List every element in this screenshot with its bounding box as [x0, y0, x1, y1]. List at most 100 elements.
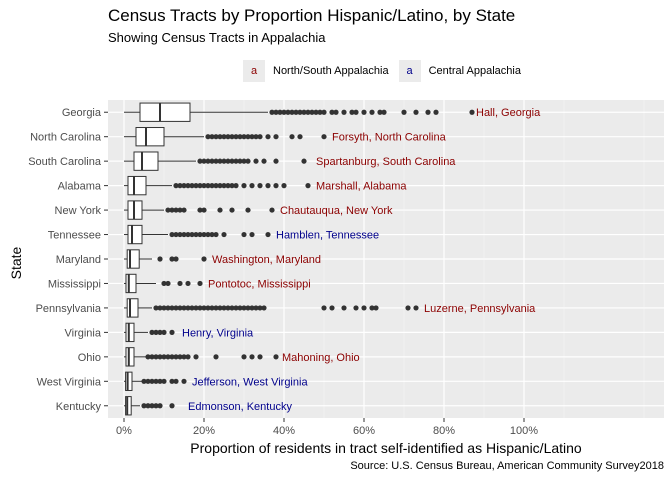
outlier-point	[213, 158, 219, 164]
legend-key-north-south: a	[243, 60, 265, 82]
outlier-point	[165, 280, 171, 287]
box	[125, 322, 135, 343]
outlier-point	[237, 305, 243, 311]
outlier-point	[289, 134, 295, 140]
outlier-point	[169, 231, 175, 238]
outlier-point	[173, 256, 179, 262]
box	[127, 224, 143, 245]
outlier-point	[161, 280, 167, 287]
county-annotation: Hall, Georgia	[476, 107, 541, 119]
outlier-point	[369, 305, 375, 311]
outlier-point	[197, 231, 203, 238]
outlier-point	[165, 354, 171, 360]
outlier-point	[413, 109, 419, 115]
outlier-point	[209, 231, 215, 238]
outlier-point	[229, 183, 235, 189]
outlier-point	[193, 183, 199, 189]
legend-label-north-south: North/South Appalachia	[273, 65, 389, 77]
outlier-point	[161, 305, 167, 311]
county-annotation: Hamblen, Tennessee	[276, 230, 379, 242]
outlier-point	[297, 134, 303, 140]
outlier-point	[153, 354, 159, 360]
outlier-point	[221, 231, 227, 238]
outlier-point	[141, 378, 147, 384]
outlier-point	[197, 305, 203, 311]
outlier-point	[233, 158, 239, 164]
county-annotation: Forsyth, North Carolina	[332, 132, 447, 144]
outlier-point	[285, 109, 291, 115]
outlier-point	[157, 378, 163, 384]
outlier-point	[241, 158, 247, 164]
county-annotation: Luzerne, Pennsylvania	[424, 303, 536, 315]
outlier-point	[241, 231, 247, 238]
outlier-point	[169, 354, 175, 360]
outlier-point	[205, 183, 211, 189]
outlier-point	[281, 109, 287, 115]
outlier-point	[217, 158, 223, 164]
outlier-point	[237, 158, 243, 164]
box	[125, 347, 135, 367]
outlier-point	[201, 183, 207, 189]
outlier-point	[341, 305, 347, 311]
outlier-point	[197, 183, 203, 189]
outlier-point	[221, 134, 227, 140]
outlier-point	[253, 305, 259, 311]
outlier-point	[201, 256, 207, 262]
outlier-point	[205, 231, 211, 238]
outlier-point	[177, 207, 183, 213]
outlier-point	[185, 183, 191, 189]
outlier-point	[353, 305, 359, 311]
outlier-point	[153, 403, 159, 409]
outlier-point	[249, 305, 255, 311]
outlier-point	[181, 305, 187, 311]
outlier-point	[281, 183, 287, 189]
outlier-point	[169, 305, 175, 311]
outlier-point	[165, 207, 171, 213]
outlier-point	[205, 134, 211, 140]
outlier-point	[173, 378, 179, 384]
outlier-point	[205, 305, 211, 311]
outlier-point	[217, 183, 223, 189]
outlier-point	[329, 109, 335, 115]
legend-item-north-south: a North/South Appalachia	[243, 60, 389, 82]
outlier-point	[201, 305, 207, 311]
county-annotation: Spartanburg, South Carolina	[316, 156, 456, 168]
outlier-point	[177, 280, 183, 287]
outlier-point	[213, 134, 219, 140]
outlier-point	[273, 158, 279, 164]
outlier-point	[241, 354, 247, 360]
outlier-point	[181, 378, 187, 384]
outlier-point	[309, 109, 315, 115]
outlier-point	[225, 134, 231, 140]
x-tick-label: 100%	[510, 425, 538, 437]
outlier-point	[269, 207, 275, 213]
outlier-point	[233, 183, 239, 189]
outlier-point	[197, 280, 203, 287]
outlier-point	[177, 354, 183, 360]
outlier-point	[273, 134, 279, 140]
outlier-point	[377, 109, 383, 115]
outlier-point	[233, 134, 239, 140]
county-annotation: Chautauqua, New York	[280, 205, 393, 217]
outlier-point	[181, 183, 187, 189]
y-tick-label: Kentucky	[56, 401, 102, 413]
outlier-point	[193, 354, 199, 360]
outlier-point	[157, 305, 163, 311]
outlier-point	[149, 403, 155, 409]
outlier-point	[213, 354, 219, 360]
outlier-point	[321, 134, 327, 140]
outlier-point	[185, 280, 191, 287]
legend-key-central: a	[398, 60, 421, 82]
outlier-point	[241, 305, 247, 311]
outlier-point	[189, 305, 195, 311]
outlier-point	[157, 256, 163, 262]
box	[125, 371, 133, 391]
outlier-point	[193, 305, 199, 311]
outlier-point	[305, 183, 311, 189]
outlier-point	[261, 158, 267, 164]
outlier-point	[265, 183, 271, 189]
box	[125, 396, 132, 416]
outlier-point	[269, 109, 275, 115]
outlier-point	[177, 183, 183, 189]
